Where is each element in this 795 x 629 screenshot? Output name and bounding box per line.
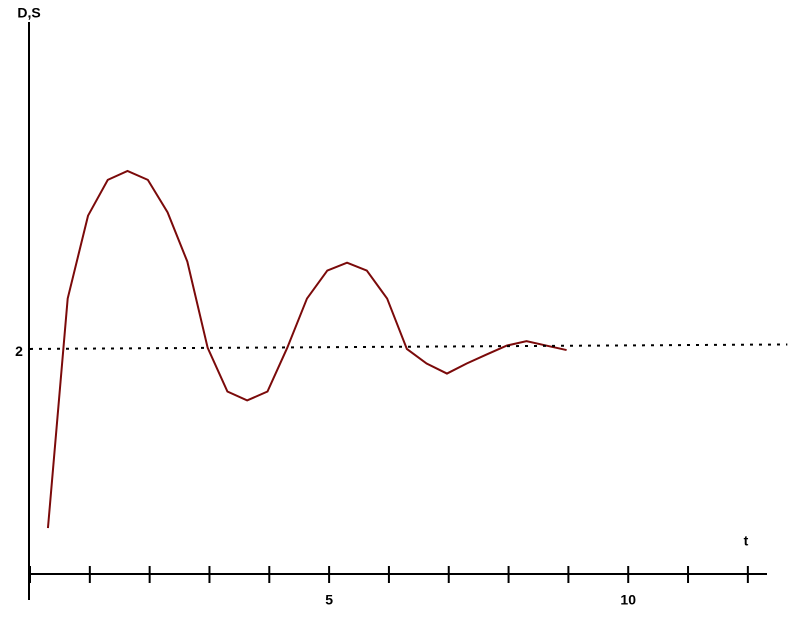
y-tick-label: 2: [15, 343, 23, 359]
reference-line: [29, 343, 788, 350]
x-tick-label: 5: [325, 592, 333, 608]
x-tick-label: 10: [620, 592, 636, 608]
x-axis-label: t: [744, 533, 749, 549]
y-axis-label: D,S: [17, 5, 40, 21]
data-line: [46, 169, 567, 529]
